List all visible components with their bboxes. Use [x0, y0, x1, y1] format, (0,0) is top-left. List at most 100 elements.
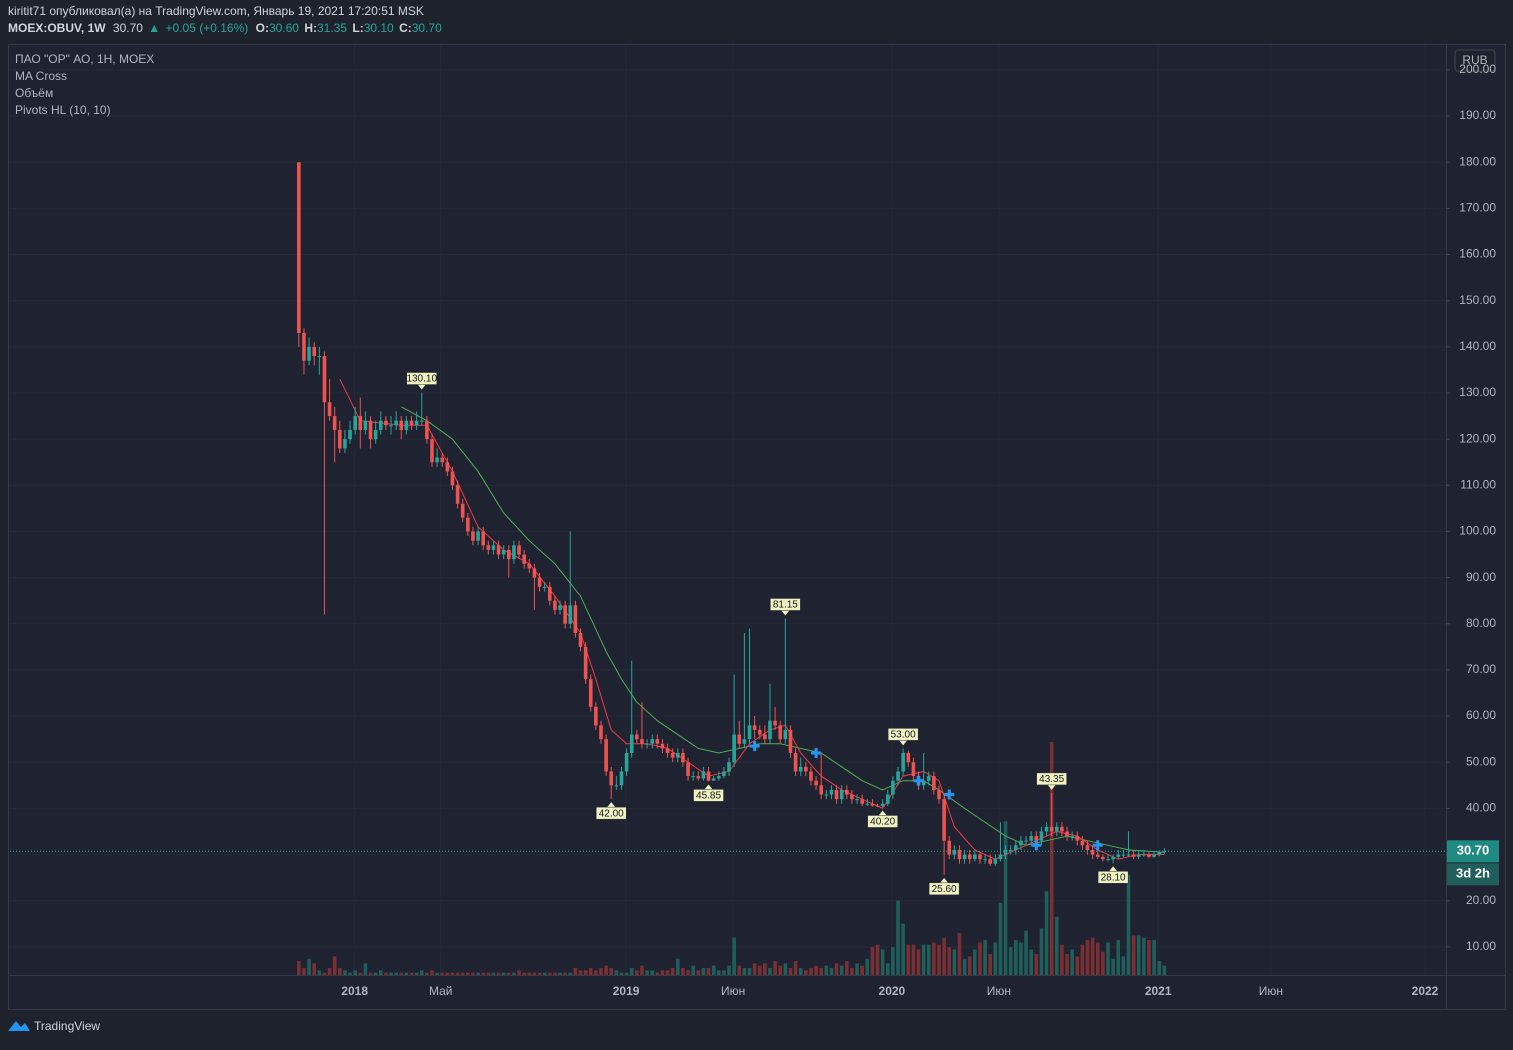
candle-body — [660, 743, 665, 749]
pivot-label: 25.60 — [932, 884, 957, 895]
candle-body — [937, 789, 941, 800]
currency-box[interactable] — [1454, 49, 1496, 72]
volume-bar — [1152, 940, 1156, 975]
candle-body — [962, 854, 967, 860]
pivot-box — [887, 728, 919, 741]
volume-bar — [645, 970, 649, 975]
volume-bar — [1142, 937, 1146, 975]
y-tick-label: 80.00 — [1466, 616, 1496, 630]
volume-bar — [665, 970, 670, 975]
x-tick-label: 2020 — [879, 984, 906, 998]
candle-body — [517, 545, 521, 555]
candle-body — [435, 457, 439, 463]
volume-bar — [517, 970, 521, 975]
volume-bar — [865, 958, 870, 975]
candle-body — [604, 739, 608, 772]
candle-body — [378, 420, 383, 430]
volume-bar — [737, 965, 742, 975]
legend-item[interactable]: ПАО "ОР" АО, 1Н, MOEX — [15, 52, 154, 66]
candle-body — [1116, 854, 1121, 857]
volume-bar — [829, 968, 834, 975]
volume-bar — [722, 970, 726, 975]
volume-bar — [430, 970, 434, 975]
pivot-pointer — [1109, 866, 1118, 872]
candle-body — [563, 605, 567, 624]
volume-bar — [988, 954, 993, 975]
volume-bar — [814, 965, 818, 975]
candle-body — [619, 771, 624, 786]
candle-body — [804, 766, 808, 772]
volume-bar — [855, 963, 859, 975]
volume-bar — [594, 970, 598, 975]
candle-body — [358, 416, 363, 430]
volume-bar — [348, 972, 352, 975]
candle-body — [967, 854, 972, 860]
candle-body — [460, 503, 465, 518]
x-tick-label: 2022 — [1412, 984, 1439, 998]
candle-body — [1008, 849, 1013, 851]
pivot-box — [1036, 772, 1067, 786]
candle-body — [870, 803, 875, 806]
brand[interactable]: TradingView — [8, 1019, 100, 1033]
open-label: O: — [256, 21, 269, 35]
candle-body — [788, 729, 793, 753]
chart-pane — [8, 44, 1506, 1010]
volume-bar — [809, 968, 813, 975]
pivot-box — [1097, 871, 1129, 884]
arrow: ▲ — [148, 21, 160, 35]
candle-body — [353, 416, 357, 430]
high: 31.35 — [317, 21, 347, 35]
candle-body — [640, 739, 644, 744]
volume-bar — [1054, 916, 1059, 975]
cross-marker — [811, 748, 822, 758]
volume-bar — [768, 968, 772, 975]
volume-bar — [711, 965, 716, 975]
candle-body — [1060, 826, 1064, 832]
legend-item[interactable]: Pivots HL (10, 10) — [15, 103, 111, 117]
volume-bar — [901, 923, 905, 975]
candle-body — [481, 531, 486, 546]
candle-body — [373, 429, 378, 440]
volume-bar — [1162, 965, 1167, 975]
y-tick-label: 100.00 — [1459, 524, 1496, 538]
candle-body — [338, 429, 342, 449]
volume-bar — [583, 970, 588, 975]
pivot-box — [406, 372, 437, 385]
candle-body — [384, 420, 388, 426]
candle-body — [635, 734, 639, 740]
volume-bar — [701, 968, 706, 975]
volume-bar — [655, 972, 660, 975]
volume-bar — [845, 961, 849, 975]
legend-item[interactable]: MA Cross — [15, 69, 67, 83]
candle-body — [363, 420, 368, 430]
symbol-line: MOEX:OBUV, 1W 30.70 ▲ +0.05 (+0.16%) O:3… — [8, 21, 442, 35]
candle-body — [752, 725, 757, 730]
candle-body — [926, 776, 931, 781]
volume-bar — [578, 970, 583, 975]
cross-marker — [913, 775, 924, 786]
volume-bar — [819, 968, 824, 975]
pivot-box — [867, 815, 898, 828]
candle-body — [885, 794, 890, 804]
volume-bar — [522, 972, 526, 975]
volume-bar — [1034, 954, 1039, 975]
volume-bar — [793, 961, 798, 975]
pivot-label: 53.00 — [891, 730, 916, 741]
candle-body — [327, 402, 332, 417]
last-price-label: 30.70 — [1457, 843, 1490, 858]
y-tick-label: 170.00 — [1459, 201, 1496, 215]
candle-body — [491, 545, 496, 550]
candle-body — [1090, 849, 1095, 855]
volume-bar — [527, 972, 532, 975]
volume-bar — [532, 972, 537, 975]
legend-item[interactable]: Объём — [15, 86, 53, 100]
candle-body — [701, 771, 706, 779]
x-tick-label: Июн — [987, 984, 1011, 998]
open: 30.60 — [269, 21, 299, 35]
candle-body — [783, 729, 788, 740]
volume-bar — [435, 972, 439, 975]
volume-bar — [937, 944, 941, 975]
currency: RUB — [1462, 53, 1487, 67]
